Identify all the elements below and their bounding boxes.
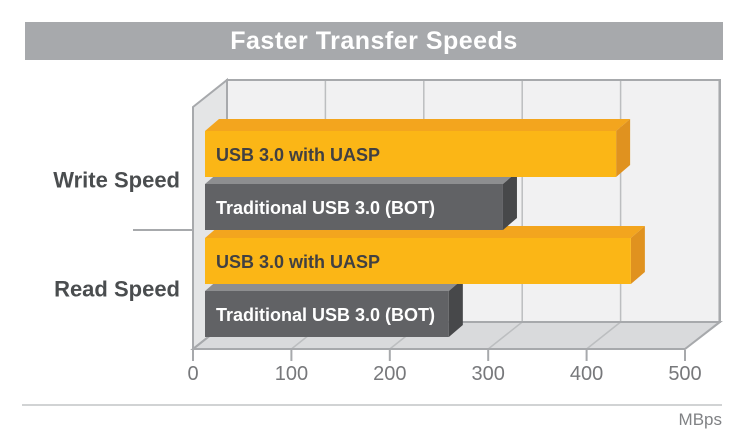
- bar-end-cap: [616, 119, 631, 177]
- bar-face: [205, 238, 631, 284]
- bar-top-bevel: [205, 119, 631, 131]
- bar-label: Traditional USB 3.0 (BOT): [216, 198, 435, 218]
- axis-tick-label: 500: [668, 363, 701, 385]
- bar-face: [205, 131, 617, 177]
- bar-read-series-1: Traditional USB 3.0 (BOT): [205, 279, 463, 337]
- axis-tick-label: 200: [373, 363, 406, 385]
- axis-tick-label: 300: [472, 363, 505, 385]
- axis-tick-label: 0: [187, 363, 198, 385]
- footer-divider: [22, 404, 722, 406]
- bar-write-series-1: Traditional USB 3.0 (BOT): [205, 172, 517, 230]
- chart-title: Faster Transfer Speeds: [230, 26, 518, 55]
- category-label-read: Read Speed: [54, 277, 180, 302]
- x-axis-unit-label: MBps: [678, 410, 722, 429]
- bar-end-cap: [448, 279, 463, 337]
- axis-tick-label: 400: [570, 363, 603, 385]
- bar-end-cap: [502, 172, 517, 230]
- bar-face: [205, 291, 449, 337]
- bar-face: [205, 184, 503, 230]
- bar-label: USB 3.0 with UASP: [216, 145, 380, 165]
- bars-group: Traditional USB 3.0 (BOT) USB 3.0 with UA…: [205, 119, 645, 337]
- category-label-write: Write Speed: [53, 168, 180, 193]
- gridline-floor: [586, 321, 622, 350]
- x-axis: 0 100 200 300 400 500: [187, 350, 702, 385]
- bar-end-cap: [630, 226, 645, 284]
- bar-label: USB 3.0 with UASP: [216, 252, 380, 272]
- chart-title-bar: Faster Transfer Speeds: [25, 22, 723, 60]
- bar-read-series-0: USB 3.0 with UASP: [205, 226, 645, 284]
- axis-tick-label: 100: [275, 363, 308, 385]
- bar-label: Traditional USB 3.0 (BOT): [216, 305, 435, 325]
- gridline-floor: [487, 321, 523, 350]
- bar-write-series-0: USB 3.0 with UASP: [205, 119, 631, 177]
